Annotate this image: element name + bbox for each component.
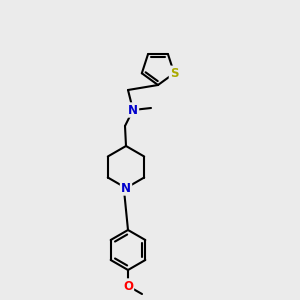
Text: N: N bbox=[121, 182, 131, 194]
Text: N: N bbox=[128, 103, 138, 116]
Text: S: S bbox=[170, 67, 178, 80]
Text: O: O bbox=[123, 280, 133, 292]
